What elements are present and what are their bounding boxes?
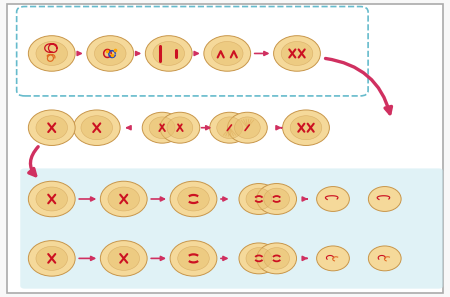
Ellipse shape xyxy=(153,42,184,65)
Ellipse shape xyxy=(239,243,279,274)
Ellipse shape xyxy=(228,112,267,143)
Ellipse shape xyxy=(167,117,193,138)
Ellipse shape xyxy=(36,187,68,211)
Ellipse shape xyxy=(100,181,147,217)
Ellipse shape xyxy=(142,112,182,143)
Ellipse shape xyxy=(369,246,401,271)
Ellipse shape xyxy=(217,117,243,138)
Ellipse shape xyxy=(264,248,289,269)
Ellipse shape xyxy=(28,110,75,146)
Ellipse shape xyxy=(212,42,243,65)
Ellipse shape xyxy=(178,247,209,270)
Ellipse shape xyxy=(257,243,297,274)
Ellipse shape xyxy=(246,188,272,210)
Ellipse shape xyxy=(369,187,401,211)
Ellipse shape xyxy=(317,246,349,271)
Ellipse shape xyxy=(108,187,140,211)
Ellipse shape xyxy=(204,36,251,71)
Ellipse shape xyxy=(170,241,217,276)
Ellipse shape xyxy=(178,187,209,211)
Ellipse shape xyxy=(28,241,75,276)
Ellipse shape xyxy=(290,116,322,140)
Ellipse shape xyxy=(108,247,140,270)
Ellipse shape xyxy=(257,184,297,214)
Ellipse shape xyxy=(283,110,329,146)
Ellipse shape xyxy=(28,181,75,217)
Ellipse shape xyxy=(87,36,134,71)
FancyArrowPatch shape xyxy=(325,59,392,114)
Ellipse shape xyxy=(36,42,68,65)
Ellipse shape xyxy=(210,112,249,143)
Ellipse shape xyxy=(264,188,289,210)
Ellipse shape xyxy=(36,116,68,140)
Ellipse shape xyxy=(36,247,68,270)
Ellipse shape xyxy=(94,42,126,65)
Ellipse shape xyxy=(317,187,349,211)
FancyArrowPatch shape xyxy=(29,147,38,176)
Ellipse shape xyxy=(100,241,147,276)
Ellipse shape xyxy=(73,110,120,146)
Ellipse shape xyxy=(81,116,112,140)
Ellipse shape xyxy=(281,42,313,65)
Ellipse shape xyxy=(234,117,260,138)
Ellipse shape xyxy=(149,117,175,138)
Ellipse shape xyxy=(170,181,217,217)
FancyBboxPatch shape xyxy=(7,4,443,293)
Ellipse shape xyxy=(239,184,279,214)
Ellipse shape xyxy=(274,36,320,71)
FancyBboxPatch shape xyxy=(20,168,443,289)
Ellipse shape xyxy=(160,112,200,143)
Ellipse shape xyxy=(246,248,272,269)
Ellipse shape xyxy=(28,36,75,71)
Ellipse shape xyxy=(145,36,192,71)
